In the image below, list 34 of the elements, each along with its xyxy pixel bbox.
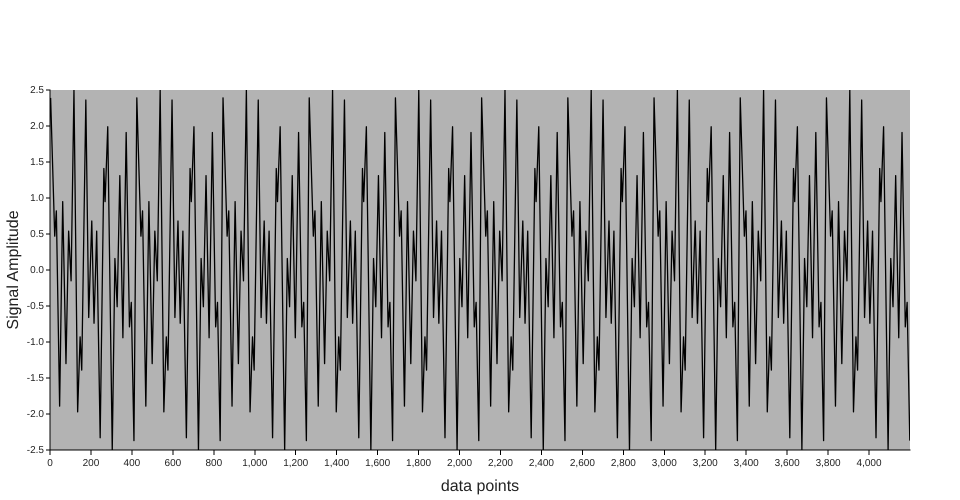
x-tick-label: 800 xyxy=(205,458,223,469)
x-tick-label: 1,400 xyxy=(324,458,350,469)
x-tick-label: 3,600 xyxy=(774,458,800,469)
y-tick-label: -1.5 xyxy=(26,372,44,384)
y-tick-label: -1.0 xyxy=(26,336,44,348)
y-tick-label: 1.5 xyxy=(30,156,44,168)
x-tick-label: 3,800 xyxy=(816,458,842,469)
y-tick-label: 2.0 xyxy=(30,120,44,132)
x-tick-label: 2,400 xyxy=(528,458,554,469)
x-tick-label: 1,600 xyxy=(365,458,391,469)
x-tick-label: 4,000 xyxy=(856,458,882,469)
y-tick-label: -2.0 xyxy=(26,408,44,420)
x-tick-label: 0 xyxy=(47,458,54,469)
y-tick-label: 0.5 xyxy=(30,228,44,240)
y-tick-label: 2.5 xyxy=(30,84,44,96)
x-tick-label: 200 xyxy=(82,458,100,469)
y-axis-title: Signal Amplitude xyxy=(5,210,22,330)
x-tick-label: 3,000 xyxy=(652,458,678,469)
y-tick-label: -0.5 xyxy=(26,300,44,312)
y-tick-label: 1.0 xyxy=(30,192,44,204)
x-axis-title: data points xyxy=(440,478,520,495)
x-tick-label: 2,200 xyxy=(488,458,514,469)
x-tick-label: 3,400 xyxy=(734,458,760,469)
x-tick-label: 600 xyxy=(164,458,182,469)
x-tick-label: 3,200 xyxy=(692,458,718,469)
x-tick-label: 1,000 xyxy=(242,458,268,469)
x-tick-label: 2,800 xyxy=(610,458,636,469)
x-tick-label: 1,200 xyxy=(283,458,309,469)
x-tick-label: 2,000 xyxy=(447,458,472,469)
y-tick-label: 0.0 xyxy=(30,264,44,276)
x-tick-label: 400 xyxy=(124,458,141,469)
x-tick-label: 1,800 xyxy=(406,458,432,469)
y-tick-label: -2.5 xyxy=(26,444,44,456)
x-tick-label: 2,600 xyxy=(570,458,596,469)
